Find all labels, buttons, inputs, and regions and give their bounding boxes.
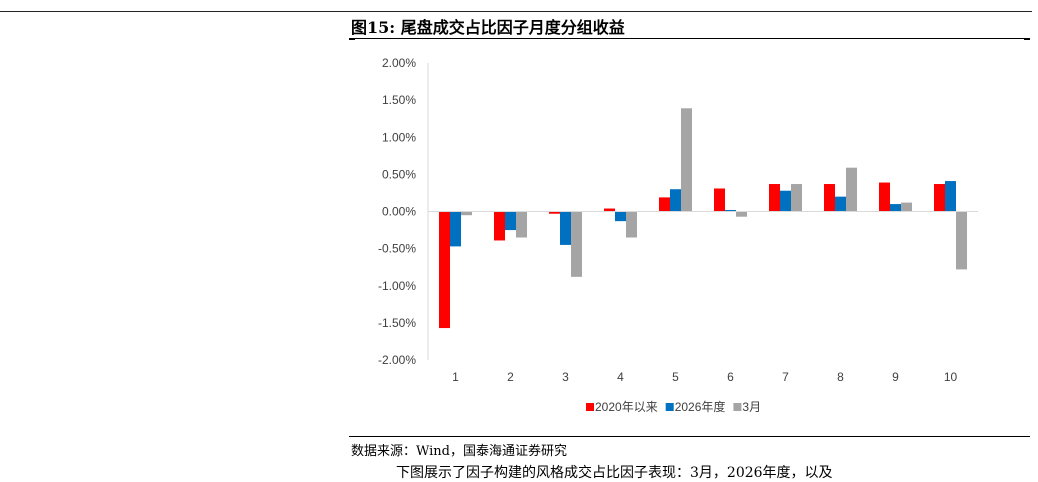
y-tick-label: -1.50% [378,316,416,330]
bar-3-group-4 [626,211,637,238]
bar-1-group-1 [439,211,450,329]
figure-title: 图15: 尾盘成交占比因子月度分组收益 [351,18,625,37]
y-tick-label: 1.50% [382,93,416,107]
legend-swatch [586,403,594,411]
legend-label: 2026年度 [675,399,726,414]
bar-3-group-2 [516,211,527,238]
body-paragraph-cut: 下图展示了因子构建的风格成交占比因子表现：3月，2026年度，以及 [396,465,833,481]
y-tick-label: -1.00% [378,279,416,293]
bar-3-group-5 [681,108,692,212]
bar-1-group-10 [934,184,945,212]
bar-1-group-6 [714,188,725,212]
bar-1-group-3 [549,211,560,214]
figure-rule-left-tick [349,38,355,40]
x-tick-label: 4 [617,370,624,384]
bar-2-group-4 [615,211,626,222]
x-axis-tick-labels: 1 2 3 4 5 6 7 8 9 10 [452,370,957,384]
source-note: 数据来源：Wind，国泰海通证券研究 [351,444,567,459]
y-axis-tick-labels: 2.00% 1.50% 1.00% 0.50% 0.00% -0.50% -1.00% -1.… [378,56,416,367]
bar-3-group-3 [571,211,582,277]
figure-rule-right-tick [1024,38,1030,40]
legend-swatch [665,403,674,411]
bar-3-group-9 [901,202,912,212]
bar-1-group-5 [659,197,670,212]
page-top-rule [0,11,1032,12]
bar-2-group-10 [945,181,956,212]
x-tick-label: 5 [672,370,679,384]
y-tick-label: -0.50% [378,242,416,256]
bar-2-group-8 [835,196,846,212]
bar-3-group-8 [846,167,857,212]
legend-label: 2020年以来 [595,400,658,414]
bar-2-group-6 [725,210,736,212]
bar-series-group [439,108,967,329]
chart-legend: 2020年以来 2026年度 3月 [586,399,761,414]
y-tick-label: -2.00% [378,353,416,367]
bar-2-group-1 [450,211,461,247]
legend-label: 3月 [742,400,761,414]
bar-2-group-3 [560,211,571,245]
figure-title-rule [349,38,1030,39]
bar-1-group-2 [494,211,505,241]
bar-3-group-1 [461,211,472,216]
bar-3-group-10 [956,211,967,270]
x-tick-label: 7 [782,370,789,384]
bar-1-group-9 [879,182,890,212]
x-tick-label: 3 [562,370,569,384]
x-tick-label: 9 [892,370,899,384]
x-tick-label: 6 [727,370,734,384]
bar-1-group-7 [769,184,780,212]
x-tick-label: 2 [507,370,514,384]
y-tick-label: 0.00% [382,205,416,219]
bar-2-group-7 [780,190,791,212]
y-tick-label: 2.00% [382,56,416,70]
bar-2-group-9 [890,204,901,212]
y-tick-label: 0.50% [382,167,416,181]
bar-2-group-5 [670,189,681,212]
bar-3-group-7 [791,184,802,212]
bar-1-group-8 [824,184,835,212]
legend-swatch [733,403,742,411]
bar-2-group-2 [505,211,516,231]
x-tick-label: 10 [944,370,958,384]
y-tick-label: 1.00% [382,130,416,144]
source-rule [349,436,1030,437]
bar-1-group-4 [604,208,615,212]
bar-3-group-6 [736,211,747,217]
x-tick-label: 1 [452,370,459,384]
bar-chart: 2.00% 1.50% 1.00% 0.50% 0.00% -0.50% -1.00% -1.… [378,56,978,414]
x-tick-label: 8 [837,370,844,384]
